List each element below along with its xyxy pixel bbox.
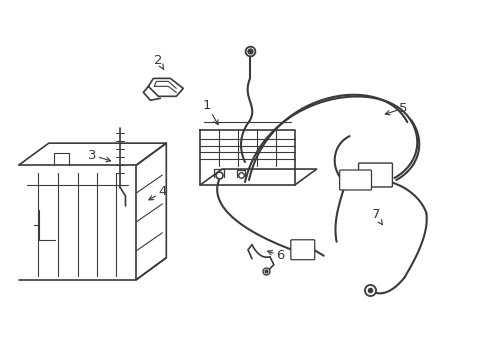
Text: 1: 1 — [203, 99, 218, 125]
FancyBboxPatch shape — [290, 240, 314, 260]
Text: 7: 7 — [371, 208, 382, 225]
FancyBboxPatch shape — [339, 170, 371, 190]
Text: 6: 6 — [267, 249, 284, 262]
Text: 3: 3 — [88, 149, 110, 162]
Text: 2: 2 — [154, 54, 163, 70]
Text: 4: 4 — [148, 185, 166, 200]
FancyBboxPatch shape — [358, 163, 392, 187]
Text: 5: 5 — [385, 102, 407, 115]
